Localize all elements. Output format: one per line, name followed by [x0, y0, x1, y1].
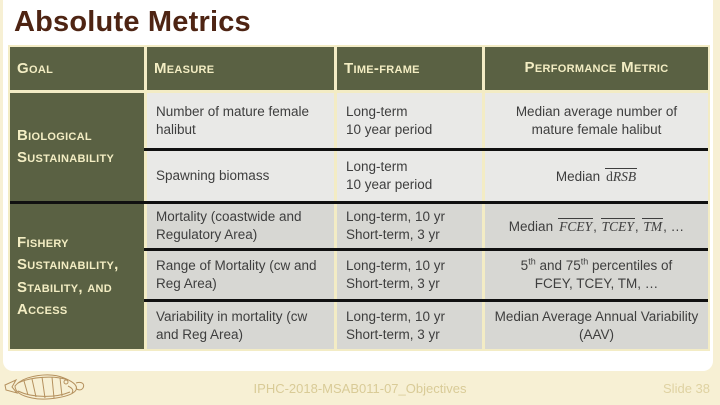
col-header-goal: Goal [10, 47, 144, 90]
metric-prefix: Median [508, 218, 554, 234]
row-divider [144, 248, 708, 251]
measure-text: Variability in mortality (cw and Reg Are… [156, 308, 308, 342]
measure-text: Range of Mortality (cw and Reg Area) [156, 258, 317, 291]
metric-cell: Median Average Annual Variability (AAV) [485, 302, 708, 349]
measure-cell: Mortality (coastwide and Regulatory Area… [147, 204, 334, 248]
row-divider [144, 148, 708, 151]
timeframe-cell: Long-term 10 year period [337, 93, 482, 148]
goal-fishery-sustainability: Fishery Sustainability, Stability, and A… [10, 204, 144, 349]
math-overline-FCEY: FCEY [558, 217, 594, 234]
metrics-table: Goal Measure Time-frame Performance Metr… [8, 45, 710, 351]
footer-document-id: IPHC-2018-MSAB011-07_Objectives [253, 381, 467, 396]
timeframe-line: 10 year period [346, 177, 433, 192]
metric-cell: Median dRSB [485, 151, 708, 201]
metric-formula: Median FCEY, TCEY, TM, … [509, 217, 684, 236]
measure-text: Number of mature female halibut [156, 103, 310, 137]
metric-suffix: , … [663, 218, 685, 234]
row-divider [144, 299, 708, 302]
metric-prefix: Median [555, 168, 601, 184]
col-header-performance-metric: Performance Metric [485, 47, 708, 90]
timeframe-cell: Long-term, 10 yr Short-term, 3 yr [337, 302, 482, 349]
timeframe-line: 10 year period [346, 121, 433, 137]
timeframe-line: Long-term, 10 yr [346, 258, 446, 274]
halibut-fish-logo-icon [4, 374, 85, 400]
separator: , [634, 218, 643, 234]
metric-cell: Median FCEY, TCEY, TM, … [485, 204, 708, 248]
metric-cell: Median average number of mature female h… [485, 93, 708, 148]
metric-percentiles-line2: FCEY, TCEY, TM, … [534, 276, 659, 291]
timeframe-line: Long-term [346, 159, 408, 175]
measure-text: Spawning biomass [156, 168, 270, 184]
slide-title: Absolute Metrics [14, 6, 251, 38]
math-overline-TM: TM [642, 217, 664, 234]
measure-cell: Spawning biomass [147, 151, 334, 201]
superscript-th: th [528, 256, 536, 267]
metric-text: Median Average Annual Variability (AAV) [494, 308, 699, 342]
metric-formula: Median dRSB [555, 167, 638, 186]
timeframe-cell: Long-term 10 year period [337, 151, 482, 201]
goal-biological-sustainability: Biological Sustainability [10, 93, 144, 201]
goal-group-divider [10, 201, 708, 204]
metric-cell: 5th and 75th percentiles of FCEY, TCEY, … [485, 251, 708, 299]
timeframe-line: Long-term, 10 yr [346, 209, 446, 225]
metric-text: Median average number of mature female h… [515, 103, 678, 137]
timeframe-line: Long-term [346, 103, 408, 119]
metric-percentiles-line1: 5th and 75th percentiles of [520, 256, 673, 274]
timeframe-line: Short-term, 3 yr [346, 227, 440, 242]
math-overline-TCEY: TCEY [600, 217, 635, 234]
timeframe-line: Short-term, 3 yr [346, 326, 440, 342]
slide-number: Slide 38 [663, 381, 710, 396]
superscript-th: th [580, 256, 589, 267]
timeframe-line: Short-term, 3 yr [346, 276, 440, 291]
measure-cell: Number of mature female halibut [147, 93, 334, 148]
measure-cell: Variability in mortality (cw and Reg Are… [147, 302, 334, 349]
timeframe-cell: Long-term, 10 yr Short-term, 3 yr [337, 204, 482, 248]
separator: , [593, 218, 601, 234]
measure-text: Mortality (coastwide and Regulatory Area… [156, 209, 302, 242]
col-header-timeframe: Time-frame [337, 47, 482, 90]
timeframe-cell: Long-term, 10 yr Short-term, 3 yr [337, 251, 482, 299]
col-header-measure: Measure [147, 47, 334, 90]
timeframe-line: Long-term, 10 yr [346, 308, 446, 324]
measure-cell: Range of Mortality (cw and Reg Area) [147, 251, 334, 299]
math-overline-dRSB: dRSB [605, 167, 638, 184]
